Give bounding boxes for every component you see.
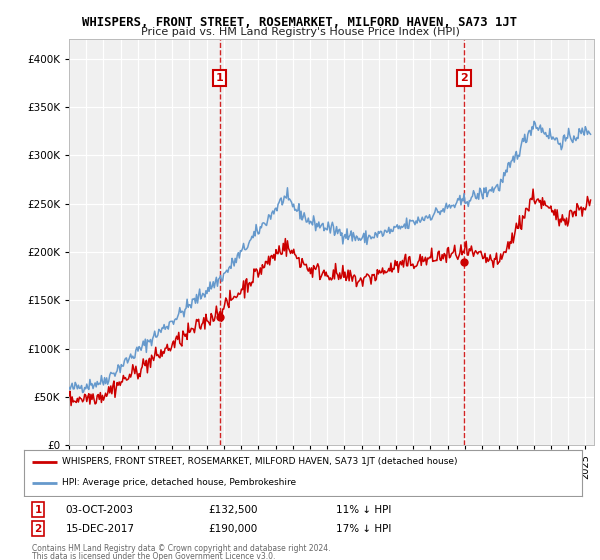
Text: 15-DEC-2017: 15-DEC-2017	[66, 524, 135, 534]
Text: This data is licensed under the Open Government Licence v3.0.: This data is licensed under the Open Gov…	[32, 552, 276, 560]
Text: 2: 2	[460, 73, 468, 83]
Text: Price paid vs. HM Land Registry's House Price Index (HPI): Price paid vs. HM Land Registry's House …	[140, 27, 460, 37]
Text: 17% ↓ HPI: 17% ↓ HPI	[337, 524, 392, 534]
Text: Contains HM Land Registry data © Crown copyright and database right 2024.: Contains HM Land Registry data © Crown c…	[32, 544, 331, 553]
Text: £132,500: £132,500	[208, 505, 257, 515]
Text: £190,000: £190,000	[208, 524, 257, 534]
Text: 1: 1	[216, 73, 223, 83]
Text: WHISPERS, FRONT STREET, ROSEMARKET, MILFORD HAVEN, SA73 1JT (detached house): WHISPERS, FRONT STREET, ROSEMARKET, MILF…	[62, 457, 457, 466]
Text: HPI: Average price, detached house, Pembrokeshire: HPI: Average price, detached house, Pemb…	[62, 478, 296, 487]
Text: 1: 1	[34, 505, 41, 515]
Text: 2: 2	[34, 524, 41, 534]
Text: 11% ↓ HPI: 11% ↓ HPI	[337, 505, 392, 515]
Text: 03-OCT-2003: 03-OCT-2003	[66, 505, 134, 515]
Text: WHISPERS, FRONT STREET, ROSEMARKET, MILFORD HAVEN, SA73 1JT: WHISPERS, FRONT STREET, ROSEMARKET, MILF…	[82, 16, 518, 29]
